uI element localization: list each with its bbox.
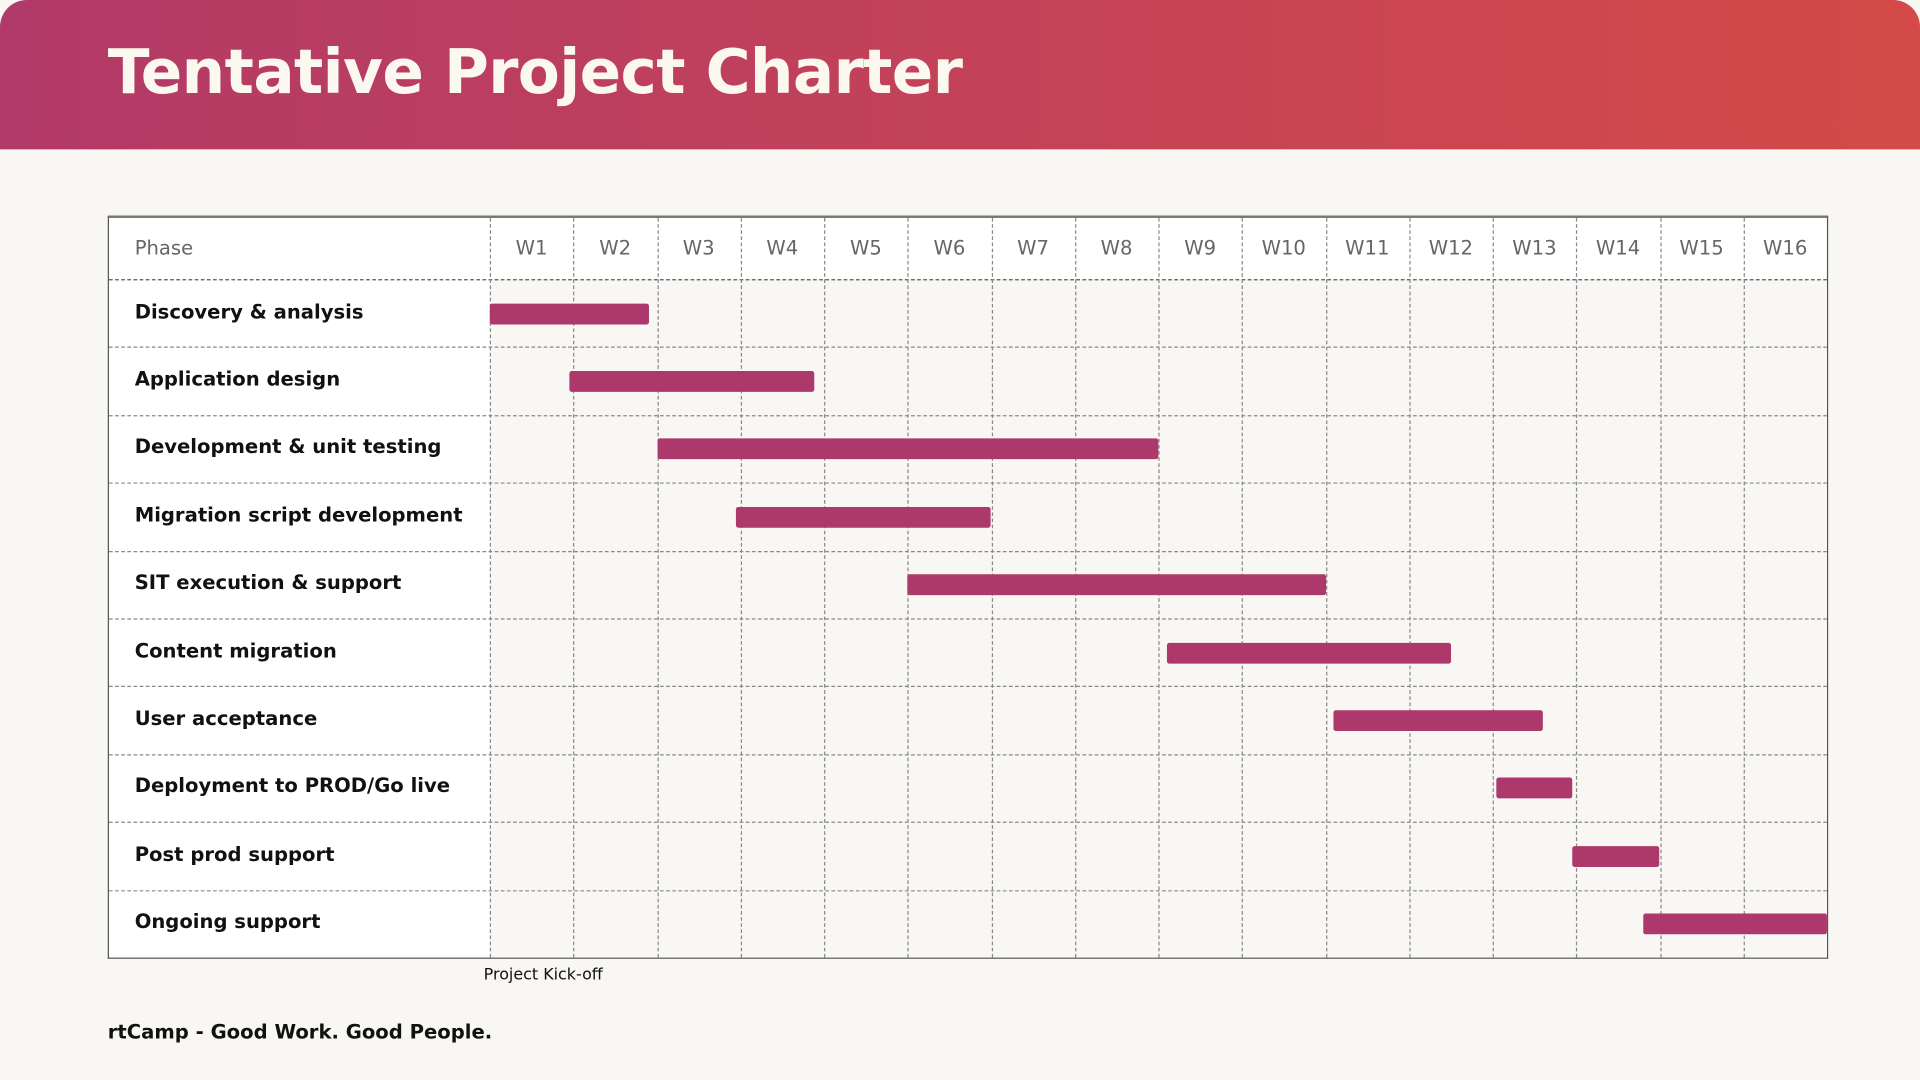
task-bar: [1166, 642, 1451, 664]
week-gridline: [740, 217, 742, 958]
task-row: Application design: [108, 347, 1827, 417]
task-label: Post prod support: [134, 842, 335, 866]
page-title: Tentative Project Charter: [107, 36, 963, 108]
task-label: Discovery & analysis: [134, 299, 364, 323]
week-label: W10: [1261, 236, 1306, 260]
week-label: W9: [1184, 236, 1217, 260]
week-gridline: [573, 217, 575, 958]
task-bar: [736, 506, 992, 528]
week-label: W8: [1100, 236, 1133, 260]
task-bar: [656, 438, 1159, 460]
task-row: Post prod support: [108, 822, 1827, 891]
gantt-chart: Phase W1 W2 W3 W4 W5 W6 W7 W8 W9 W10 W11 W12 W13 W14 W…: [107, 215, 1829, 959]
kickoff-annotation: Project Kick-off: [483, 966, 603, 985]
task-row: User acceptance: [108, 686, 1827, 756]
task-label: Development & unit testing: [134, 435, 442, 459]
week-label: W4: [766, 236, 799, 260]
week-gridline: [656, 217, 659, 958]
phase-column-header: Phase: [134, 236, 194, 260]
week-gridline: [1325, 217, 1327, 958]
task-bar: [1643, 913, 1827, 935]
week-gridline: [1492, 217, 1494, 958]
week-label: W11: [1345, 236, 1390, 260]
task-bar: [569, 371, 815, 392]
week-gridline: [824, 217, 826, 958]
task-label: Deployment to PROD/Go live: [134, 774, 451, 798]
task-label: Migration script development: [134, 503, 463, 527]
week-label: W13: [1512, 236, 1557, 260]
task-row: Deployment to PROD/Go live: [108, 754, 1827, 824]
week-label: W12: [1428, 236, 1474, 260]
week-gridline: [1576, 217, 1578, 958]
task-row: SIT execution & support: [108, 551, 1827, 620]
task-bar: [1572, 845, 1660, 867]
task-row: Content migration: [108, 618, 1827, 688]
task-bar: [907, 574, 1326, 596]
week-label: W6: [933, 236, 966, 260]
week-gridline: [489, 217, 492, 958]
week-label: W14: [1595, 236, 1641, 260]
task-label: SIT execution & support: [134, 570, 402, 595]
week-label: W5: [849, 236, 882, 260]
task-row: Ongoing support: [109, 890, 1827, 958]
week-gridline: [1743, 217, 1745, 958]
footer-tagline: rtCamp - Good Work. Good People.: [107, 1020, 493, 1044]
week-label: W3: [682, 236, 715, 260]
week-gridline: [1659, 217, 1662, 958]
task-row: Discovery & analysis: [108, 279, 1827, 349]
task-label: Application design: [134, 367, 341, 391]
week-label: W16: [1762, 236, 1808, 260]
header-row: Phase W1 W2 W3 W4 W5 W6 W7 W8 W9 W10 W11 W12 W13 W14 W…: [108, 218, 1827, 281]
week-label: W15: [1679, 236, 1724, 260]
task-row: Migration script development: [108, 483, 1827, 552]
task-label: User acceptance: [134, 706, 318, 730]
task-label: Ongoing support: [134, 910, 321, 934]
task-bar: [1496, 778, 1573, 799]
task-label: Content migration: [134, 638, 337, 663]
week-label: W2: [599, 236, 632, 260]
task-row: Development & unit testing: [108, 415, 1827, 484]
week-label: W7: [1017, 236, 1049, 260]
week-gridline: [1409, 217, 1411, 958]
week-label: W1: [515, 236, 548, 260]
task-bar: [489, 303, 649, 325]
task-bar: [1333, 710, 1543, 732]
header-banner: Tentative Project Charter: [0, 0, 1920, 150]
